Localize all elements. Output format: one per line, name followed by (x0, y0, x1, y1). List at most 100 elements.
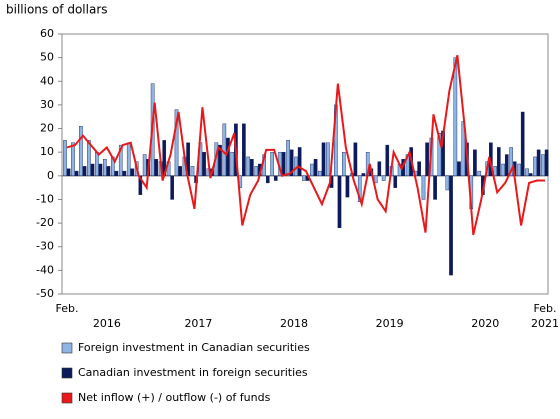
bar (226, 137, 230, 177)
bar (297, 147, 302, 177)
bar (381, 175, 386, 181)
bar (190, 166, 195, 177)
bar (477, 170, 482, 177)
bar (528, 173, 533, 177)
line (66, 55, 545, 236)
bar (202, 151, 206, 177)
y-tick-label: 30 (40, 98, 54, 111)
bar (449, 175, 453, 276)
legend-label: Net inflow (+) / outflow (-) of funds (78, 391, 271, 404)
bar (71, 142, 75, 177)
x-year-label: 2021 (531, 317, 559, 330)
bar (122, 170, 127, 177)
legend-label: Foreign investment in Canadian securitie… (78, 341, 310, 354)
x-year-label: 2019 (376, 317, 404, 330)
bar (114, 170, 119, 177)
bar (533, 156, 537, 177)
bar (95, 151, 99, 177)
bar (536, 149, 541, 177)
bar (154, 159, 159, 177)
bar (493, 166, 498, 177)
x-year-label: 2020 (471, 317, 499, 330)
bar (353, 142, 358, 177)
bar (541, 154, 545, 177)
bar (385, 144, 390, 177)
bar (281, 151, 286, 177)
bar (425, 142, 429, 177)
bar (342, 151, 346, 177)
bar (230, 151, 235, 177)
y-tick-label: -20 (36, 216, 54, 229)
bar (310, 163, 314, 177)
x-month-label: Feb. (56, 302, 79, 315)
bar (453, 57, 458, 177)
bar (357, 175, 362, 203)
bar (457, 161, 461, 177)
x-month-label: Feb. (534, 302, 557, 315)
x-year-label: 2016 (93, 317, 121, 330)
y-tick-label: 40 (40, 74, 54, 87)
y-tick-label: 0 (47, 169, 54, 182)
bar (90, 163, 95, 177)
y-tick-label: -30 (36, 240, 54, 253)
bar (504, 154, 509, 177)
bar (82, 166, 87, 177)
bar (361, 173, 366, 177)
y-tick-label: -50 (36, 287, 54, 300)
bar (525, 168, 529, 177)
y-tick-label: 10 (40, 145, 54, 158)
bar (170, 175, 174, 200)
bar (79, 125, 83, 177)
bar (103, 159, 107, 177)
bar (544, 149, 549, 177)
bar (273, 175, 278, 181)
bar (66, 168, 71, 177)
x-year-label: 2018 (280, 317, 308, 330)
bar (246, 156, 251, 177)
bar (74, 170, 79, 177)
bar (98, 163, 103, 177)
bar (302, 175, 306, 181)
bar (178, 166, 182, 177)
legend-swatch (61, 367, 73, 379)
bar (126, 142, 131, 177)
bar (242, 123, 246, 177)
legend-swatch (61, 392, 73, 404)
bar (270, 151, 274, 177)
bar (437, 133, 442, 177)
bar (421, 175, 426, 200)
y-tick-label: 50 (40, 51, 54, 64)
legend-label: Canadian investment in foreign securitie… (78, 366, 308, 379)
bar (501, 163, 505, 177)
bar (337, 175, 342, 229)
bar (286, 140, 290, 177)
bar (520, 111, 525, 177)
bar (321, 142, 326, 177)
bar (218, 144, 222, 177)
bar (473, 149, 477, 177)
bar (393, 175, 398, 188)
bar (345, 175, 350, 198)
bar (326, 142, 330, 177)
bar (222, 123, 227, 177)
legend-swatch (61, 342, 73, 354)
bar (318, 170, 322, 177)
bar (106, 166, 111, 177)
bar (142, 154, 147, 177)
bar (254, 166, 258, 177)
bar (313, 159, 318, 177)
bar (138, 175, 143, 195)
bar (174, 109, 179, 177)
y-tick-label: 20 (40, 122, 54, 135)
bar (250, 159, 254, 177)
bar (265, 175, 270, 184)
x-year-label: 2017 (184, 317, 212, 330)
y-axis-label: billions of dollars (6, 3, 108, 17)
bar (87, 140, 91, 177)
bar (377, 161, 382, 177)
y-tick-label: 60 (40, 27, 54, 40)
bar (497, 147, 501, 177)
bar (417, 161, 421, 177)
